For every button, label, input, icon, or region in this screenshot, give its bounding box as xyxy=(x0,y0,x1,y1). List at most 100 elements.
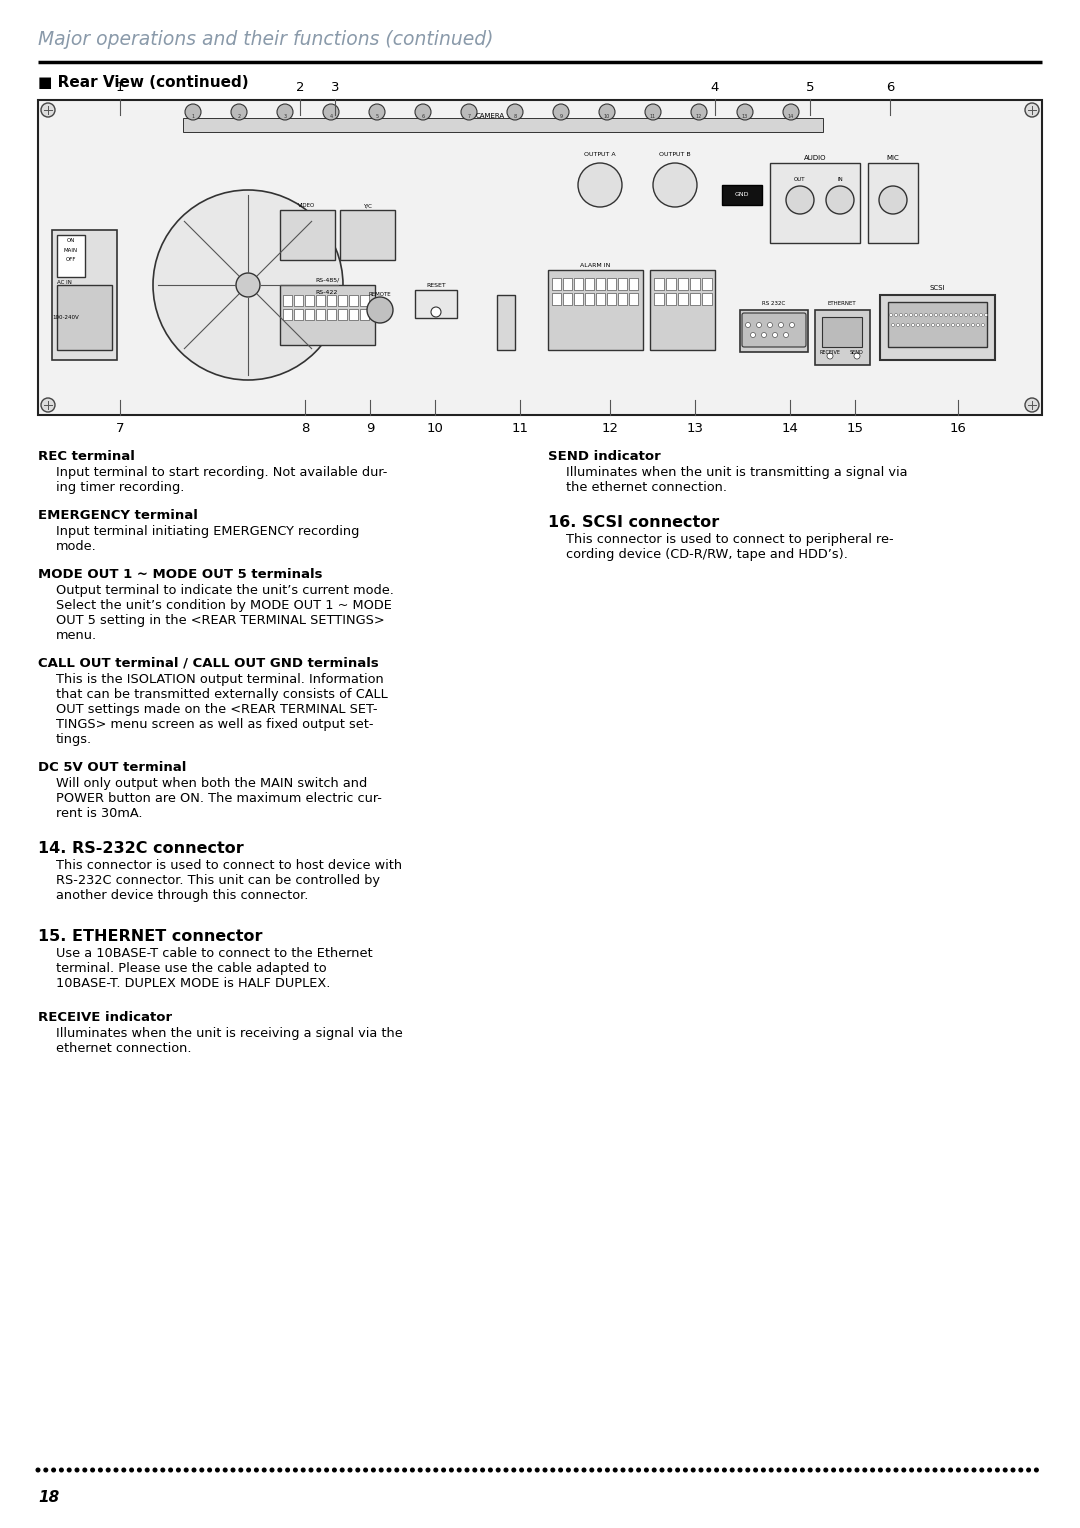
Text: 7: 7 xyxy=(468,115,471,119)
Circle shape xyxy=(800,1468,805,1471)
Circle shape xyxy=(461,104,477,121)
Circle shape xyxy=(959,313,962,316)
Circle shape xyxy=(909,313,913,316)
Bar xyxy=(654,278,664,290)
Bar xyxy=(770,163,860,243)
Circle shape xyxy=(473,1468,476,1471)
Circle shape xyxy=(247,1468,251,1471)
Circle shape xyxy=(465,1468,469,1471)
Circle shape xyxy=(553,104,569,121)
Circle shape xyxy=(239,1468,243,1471)
Circle shape xyxy=(941,1468,945,1471)
Circle shape xyxy=(906,324,909,327)
Circle shape xyxy=(192,1468,195,1471)
Circle shape xyxy=(504,1468,508,1471)
Text: 11: 11 xyxy=(512,422,528,435)
Text: ON: ON xyxy=(67,238,76,243)
Circle shape xyxy=(270,1468,274,1471)
Text: ALARM IN: ALARM IN xyxy=(580,263,610,267)
Circle shape xyxy=(442,1468,445,1471)
Circle shape xyxy=(896,324,900,327)
Circle shape xyxy=(122,1468,125,1471)
Circle shape xyxy=(778,1468,781,1471)
Circle shape xyxy=(528,1468,531,1471)
Text: 13: 13 xyxy=(687,422,703,435)
Text: ■ Rear View (continued): ■ Rear View (continued) xyxy=(38,75,248,90)
Bar xyxy=(563,278,572,290)
Circle shape xyxy=(949,1468,953,1471)
Circle shape xyxy=(980,313,983,316)
Text: 10BASE-T. DUPLEX MODE is HALF DUPLEX.: 10BASE-T. DUPLEX MODE is HALF DUPLEX. xyxy=(56,976,330,990)
Bar xyxy=(822,316,862,347)
Circle shape xyxy=(652,1468,656,1471)
Circle shape xyxy=(985,313,987,316)
Bar xyxy=(678,293,688,306)
Circle shape xyxy=(918,1468,921,1471)
Text: Select the unit’s condition by MODE OUT 1 ~ MODE: Select the unit’s condition by MODE OUT … xyxy=(56,599,392,613)
Bar xyxy=(585,278,594,290)
Circle shape xyxy=(927,324,930,327)
Bar xyxy=(415,290,457,318)
Circle shape xyxy=(964,313,968,316)
Bar xyxy=(573,293,583,306)
Bar xyxy=(607,293,616,306)
Circle shape xyxy=(83,1468,86,1471)
Text: GND: GND xyxy=(734,193,750,197)
Circle shape xyxy=(785,1468,788,1471)
Text: 6: 6 xyxy=(886,81,894,95)
Text: 1: 1 xyxy=(191,115,194,119)
Circle shape xyxy=(879,1468,882,1471)
Circle shape xyxy=(107,1468,110,1471)
Circle shape xyxy=(730,1468,734,1471)
Bar xyxy=(360,295,369,306)
Circle shape xyxy=(153,189,343,380)
Circle shape xyxy=(323,104,339,121)
Circle shape xyxy=(723,1468,726,1471)
Circle shape xyxy=(286,1468,289,1471)
Circle shape xyxy=(855,1468,859,1471)
Circle shape xyxy=(768,322,772,327)
Circle shape xyxy=(653,163,697,206)
Bar xyxy=(316,309,325,319)
Circle shape xyxy=(340,1468,345,1471)
Text: 14: 14 xyxy=(788,115,794,119)
Circle shape xyxy=(1011,1468,1015,1471)
Circle shape xyxy=(900,313,903,316)
Circle shape xyxy=(1020,1468,1023,1471)
Text: CAMERA: CAMERA xyxy=(475,113,504,119)
Text: the ethernet connection.: the ethernet connection. xyxy=(566,481,727,494)
Circle shape xyxy=(294,1468,297,1471)
Circle shape xyxy=(826,186,854,214)
Text: rent is 30mA.: rent is 30mA. xyxy=(56,807,143,821)
Circle shape xyxy=(756,322,761,327)
Text: 16. SCSI connector: 16. SCSI connector xyxy=(548,515,719,530)
Text: 9: 9 xyxy=(366,422,374,435)
Circle shape xyxy=(410,1468,415,1471)
Text: OUTPUT A: OUTPUT A xyxy=(584,151,616,157)
Circle shape xyxy=(1027,1468,1030,1471)
Circle shape xyxy=(590,1468,594,1471)
Circle shape xyxy=(879,186,907,214)
Text: 100-240V: 100-240V xyxy=(52,315,79,319)
Circle shape xyxy=(669,1468,672,1471)
Text: MODE OUT 1 ~ MODE OUT 5 terminals: MODE OUT 1 ~ MODE OUT 5 terminals xyxy=(38,568,323,581)
Text: 16: 16 xyxy=(949,422,967,435)
Bar xyxy=(294,309,303,319)
Text: that can be transmitted externally consists of CALL: that can be transmitted externally consi… xyxy=(56,688,388,701)
Text: 4: 4 xyxy=(711,81,719,95)
Circle shape xyxy=(567,1468,570,1471)
Circle shape xyxy=(902,1468,906,1471)
Circle shape xyxy=(415,104,431,121)
Bar xyxy=(327,295,336,306)
Text: MIC: MIC xyxy=(887,154,900,160)
Bar xyxy=(888,303,987,347)
Circle shape xyxy=(905,313,907,316)
Bar xyxy=(585,293,594,306)
Circle shape xyxy=(957,324,959,327)
Text: 14. RS-232C connector: 14. RS-232C connector xyxy=(38,840,244,856)
Text: Will only output when both the MAIN switch and: Will only output when both the MAIN swit… xyxy=(56,778,367,790)
Text: REMOTE: REMOTE xyxy=(368,292,391,296)
Circle shape xyxy=(356,1468,360,1471)
Circle shape xyxy=(449,1468,454,1471)
Circle shape xyxy=(761,1468,766,1471)
